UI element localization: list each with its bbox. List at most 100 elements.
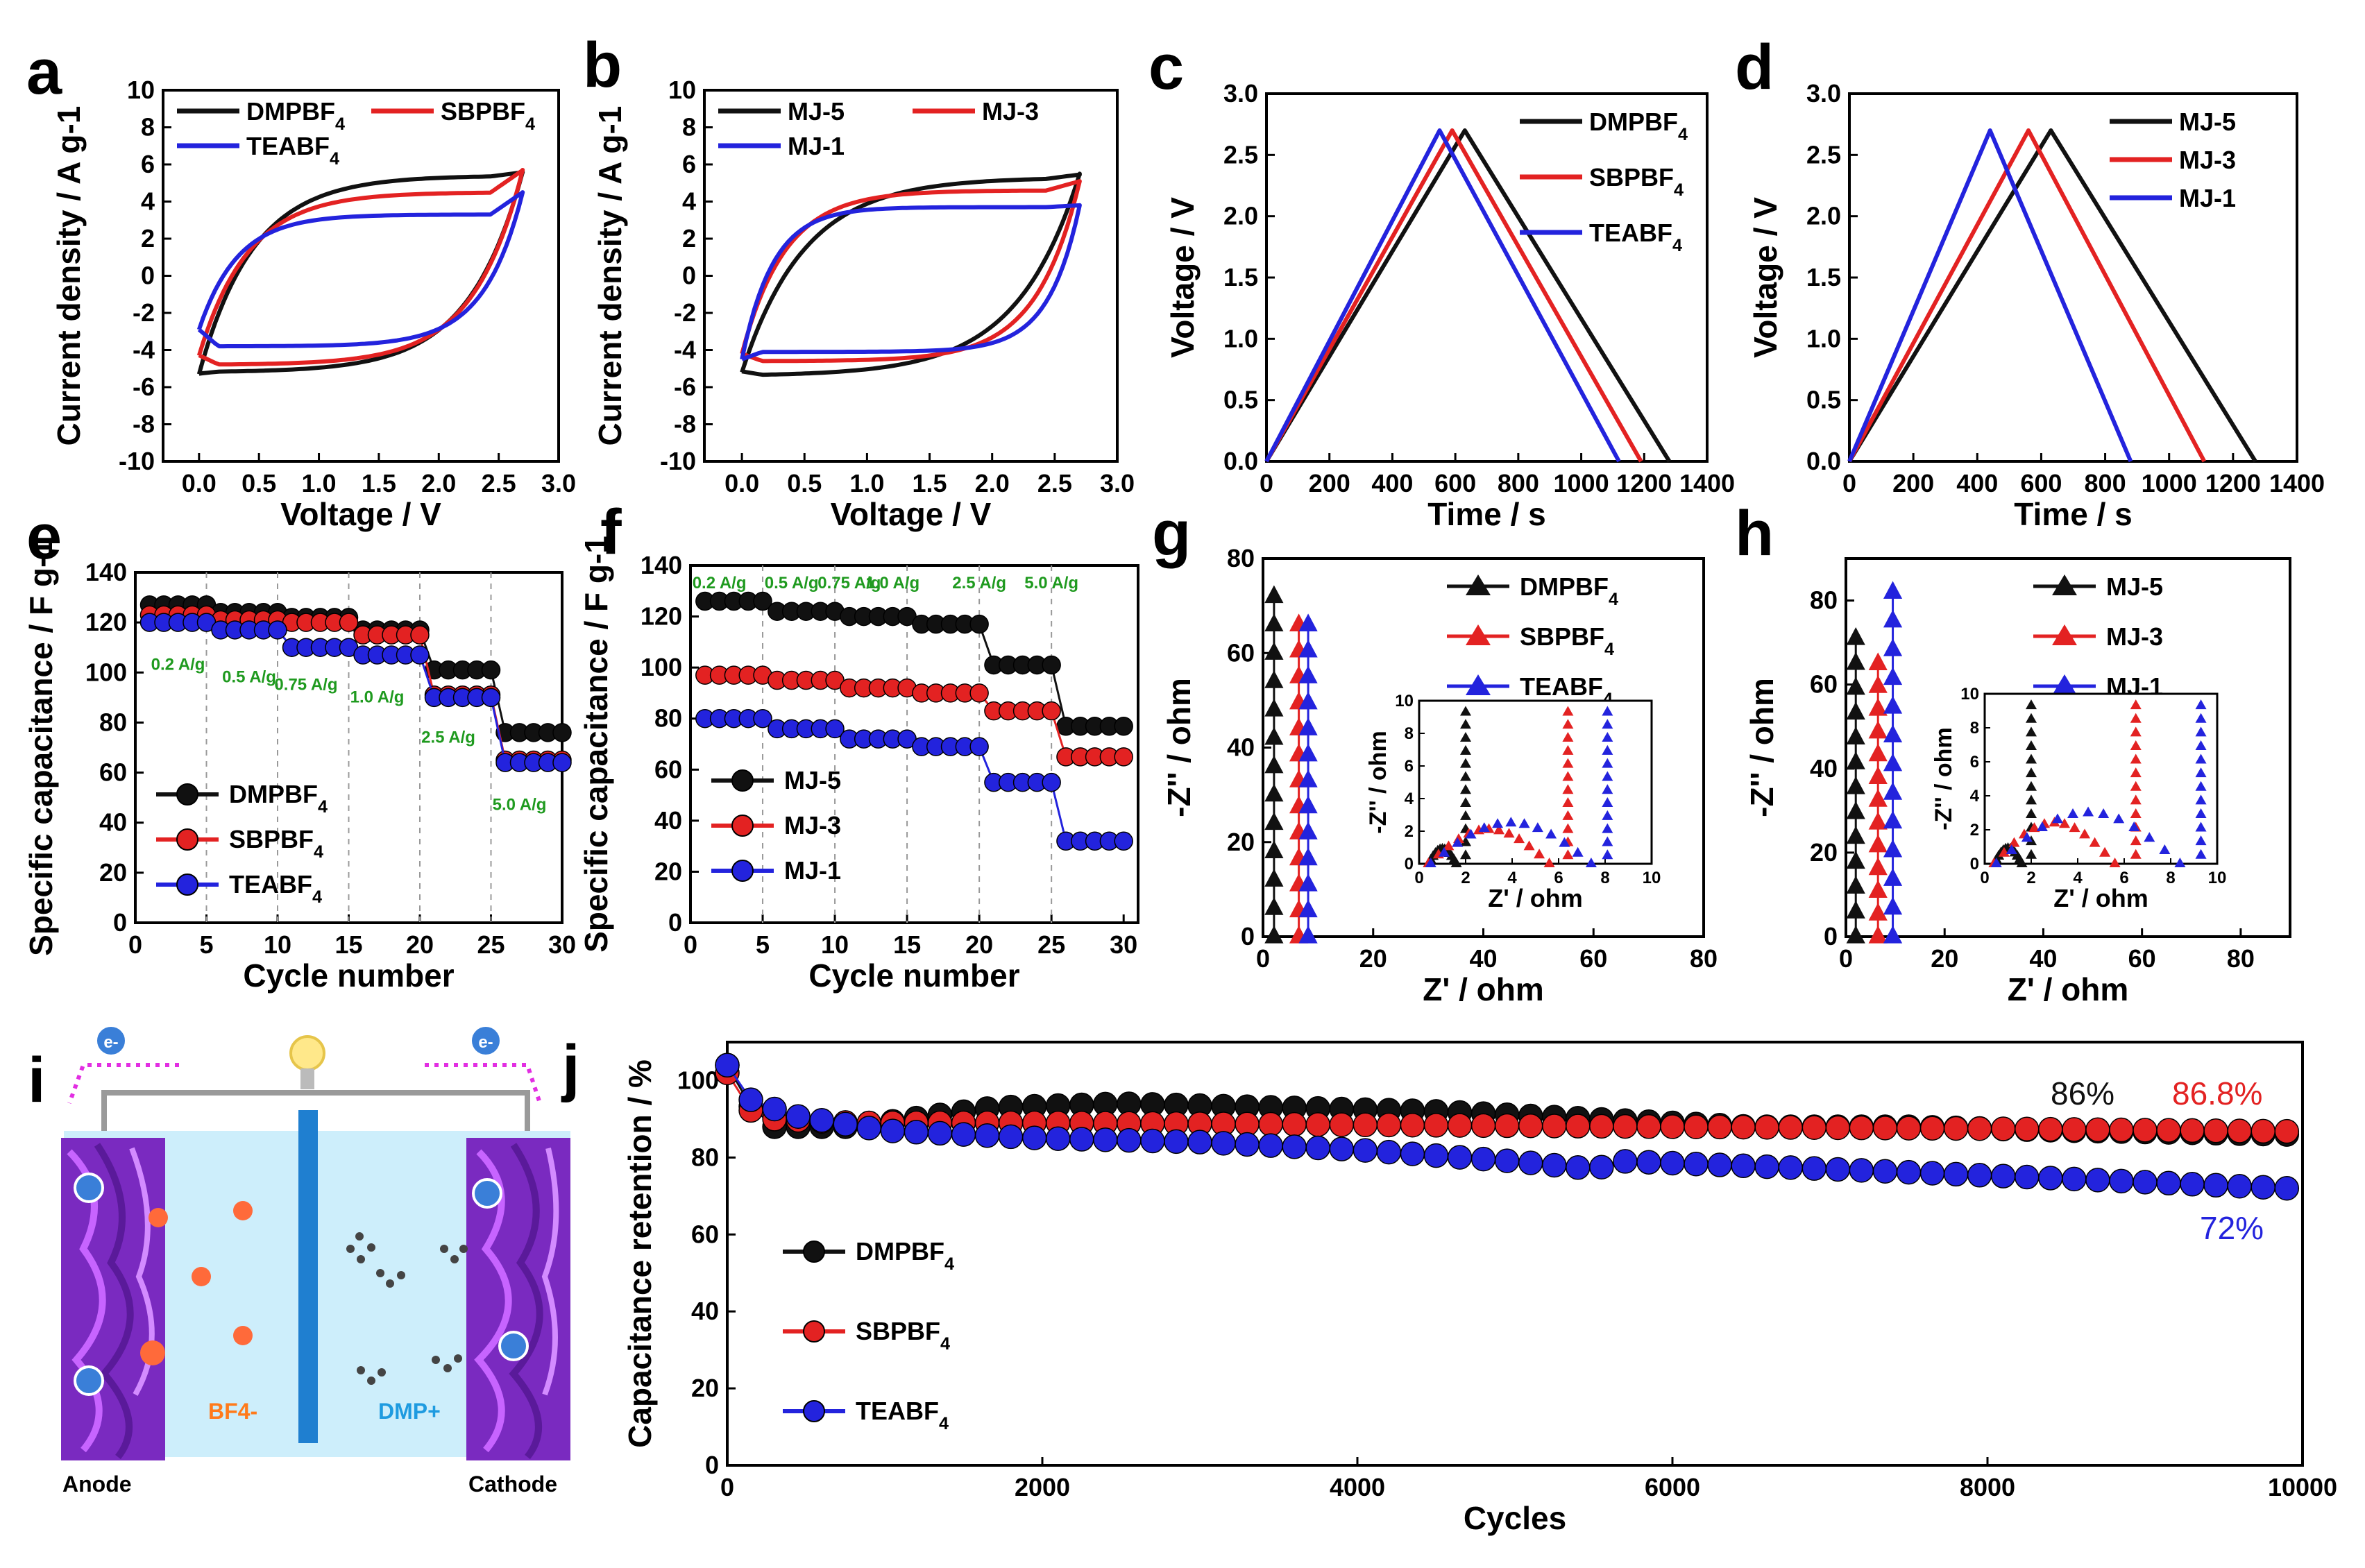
data-point [1846,901,1865,919]
data-point [1731,1114,1756,1140]
anode-label: Anode [62,1472,132,1497]
dmp-cation [357,1366,386,1385]
x-tick-label: 1400 [1679,469,1735,497]
x-tick-label: 10 [264,930,291,959]
data-point [1636,1114,1661,1139]
inset-x-tick-label: 6 [2119,869,2128,887]
data-point [1883,839,1903,858]
inset-point [1562,797,1574,808]
data-point [1298,691,1318,710]
data-point [1883,609,1903,628]
legend-label: MJ-1 [2179,184,2236,212]
inset-point [1602,744,1613,755]
y-tick-label: 60 [654,755,682,783]
y-tick-label: 2.5 [1223,140,1258,169]
data-point [1329,1112,1355,1137]
data-point [1114,747,1133,767]
panel-label-f: f [600,497,622,568]
inset-point [2130,726,2142,737]
data-point [1093,1127,1118,1152]
inset-point [1492,818,1504,828]
x-tick-label: 1.5 [913,469,947,497]
data-point [1846,676,1865,695]
y-tick-label: 20 [654,857,682,885]
data-point [1846,926,1865,944]
y-tick-label: 4 [682,187,696,216]
x-tick-label: 2.0 [975,469,1010,497]
x-tick-label: 6000 [1645,1473,1700,1501]
data-point [1211,1131,1236,1156]
data-point [2133,1118,2158,1143]
x-tick-label: 0 [684,930,697,959]
inset-point [1602,758,1613,768]
data-point [1990,1116,2016,1141]
data-point [1846,876,1865,894]
y-axis-label: Specific capacitance / F g-1 [23,539,59,956]
y-tick-label: 1.0 [1223,324,1258,352]
data-point [1376,1139,1402,1165]
data-point [1613,1149,1638,1174]
inset-y-tick-label: 0 [1405,855,1414,874]
y-tick-label: 6 [682,150,696,178]
x-tick-label: 10000 [2268,1473,2337,1501]
x-tick-label: 200 [1892,469,1934,497]
data-point [927,1120,953,1146]
legend-marker [176,828,198,851]
data-point [1802,1115,1827,1140]
data-point [1298,874,1318,892]
data-point [2227,1174,2252,1199]
inset-point [2130,835,2142,846]
inset-point [2130,781,2142,791]
data-point [1494,1148,1520,1173]
y-tick-label: 120 [85,608,127,636]
x-tick-label: 20 [1931,944,1958,973]
data-point [1298,899,1318,918]
y-tick-label: -10 [119,447,155,475]
x-tick-label: 1200 [1616,469,1672,497]
data-point [1778,1115,1803,1140]
data-point [410,625,430,645]
charts: a 0.0 0.5 1.0 1.5 2.0 2.5 3.0 -10 -8 -6 -4 -2 0 2 4 6 8 10… [23,30,2337,1536]
legend-marker [2052,574,2077,595]
inset-point [2036,821,2048,832]
data-point [1042,655,1061,675]
inset-x-tick-label: 6 [1554,869,1563,887]
y-tick-label: 80 [691,1143,719,1171]
gcd-curve [1264,128,1643,463]
panel-label-c: c [1148,32,1184,103]
data-point [1849,1158,1874,1183]
data-point [1868,834,1888,853]
data-point [268,620,287,640]
inset-x-tick-label: 0 [1980,869,1989,887]
bf4-anion [140,1340,165,1365]
legend-label: MJ-5 [2179,108,2236,136]
x-tick-label: 8000 [1960,1473,2015,1501]
inset-point [2195,699,2207,710]
y-tick-label: 20 [1227,828,1255,856]
data-point [1353,1112,1378,1138]
data-point [2109,1117,2134,1143]
data-point [1298,639,1318,658]
y-tick-label: 2 [682,224,696,253]
inset-point [1602,810,1613,820]
data-point [1264,755,1284,774]
inset-y-tick-label: 10 [1395,692,1414,710]
data-point [969,614,989,634]
inset-point [2051,813,2063,824]
x-tick-label: 0 [1842,469,1856,497]
x-tick-label: 15 [334,930,362,959]
data-point [1846,627,1865,645]
panel-label-i: i [28,1045,46,1116]
inset-point [2016,858,2028,867]
data-point [1329,1136,1355,1161]
gcd-curve [1264,128,1621,463]
data-point [2203,1173,2228,1198]
panel-label-d: d [1735,32,1774,103]
bulb-base [300,1068,314,1089]
electron-icon: e- [469,1024,502,1057]
data-point [1731,1153,1756,1179]
chart-f: f 0 5 10 15 20 25 30 0 20 40 60 80 100 120 140 Cycle num… [578,497,1139,994]
data-point [762,1096,787,1122]
data-point [1264,613,1284,631]
